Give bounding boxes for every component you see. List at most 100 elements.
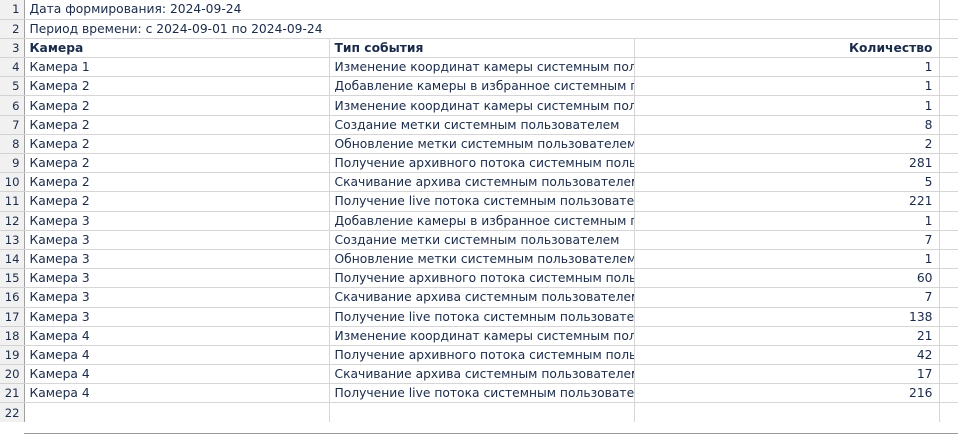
row-number-22[interactable]: 22 [0,402,25,423]
cell-event-type[interactable]: Добавление камеры в избранное системным … [329,76,635,97]
row-number-15[interactable]: 15 [0,268,25,289]
cell-count[interactable]: 17 [634,364,940,385]
trailing-cell[interactable] [939,115,958,135]
trailing-cell[interactable] [939,230,958,250]
trailing-cell[interactable] [939,249,958,270]
table-row[interactable]: 17 Камера 3 Получение live потока систем… [0,307,958,327]
cell-event-type[interactable]: Получение архивного потока системным пол… [329,153,635,174]
cell-event-type[interactable]: Изменение координат камеры системным пол… [329,57,635,78]
cell-camera[interactable]: Камера 2 [24,76,330,97]
cell-event-type[interactable]: Получение live потока системным пользова… [329,307,635,327]
cell-count[interactable]: 2 [634,134,940,155]
cell-count[interactable]: 7 [634,230,940,250]
table-row[interactable]: 7 Камера 2 Создание метки системным поль… [0,115,958,135]
trailing-cell[interactable] [939,307,958,327]
trailing-cell[interactable] [939,326,958,346]
cell-count[interactable]: 8 [634,115,940,135]
report-date-cell[interactable]: Дата формирования: 2024-09-24 [24,0,940,20]
cell-event-type[interactable] [329,402,635,423]
cell-count[interactable]: 1 [634,211,940,231]
table-row[interactable]: 18 Камера 4 Изменение координат камеры с… [0,326,958,346]
row-number-1[interactable]: 1 [0,0,25,20]
cell-camera[interactable]: Камера 2 [24,191,330,212]
trailing-cell[interactable] [939,364,958,385]
cell-count[interactable]: 216 [634,383,940,404]
row-number-13[interactable]: 13 [0,230,25,250]
table-row[interactable]: 13 Камера 3 Создание метки системным пол… [0,230,958,250]
table-row[interactable]: 8 Камера 2 Обновление метки системным по… [0,134,958,155]
cell-count[interactable]: 7 [634,287,940,308]
trailing-cell[interactable] [939,57,958,78]
cell-count[interactable]: 1 [634,76,940,97]
cell-camera[interactable]: Камера 2 [24,153,330,174]
cell-event-type[interactable]: Скачивание архива системным пользователе… [329,172,635,193]
row-number-12[interactable]: 12 [0,211,25,231]
table-row[interactable]: 21 Камера 4 Получение live потока систем… [0,383,958,404]
sheet-row-1[interactable]: 1 Дата формирования: 2024-09-24 [0,0,958,20]
cell-camera[interactable]: Камера 2 [24,134,330,155]
trailing-cell[interactable] [939,76,958,97]
row-number-18[interactable]: 18 [0,326,25,346]
table-row[interactable]: 20 Камера 4 Скачивание архива системным … [0,364,958,385]
trailing-cell[interactable] [939,211,958,231]
column-header-event-type[interactable]: Тип события [329,38,635,59]
table-row-empty[interactable]: 22 [0,402,958,423]
row-number-5[interactable]: 5 [0,76,25,97]
cell-camera[interactable] [24,402,330,423]
row-number-4[interactable]: 4 [0,57,25,78]
cell-count[interactable]: 1 [634,57,940,78]
row-number-3[interactable]: 3 [0,38,25,59]
cell-count[interactable]: 1 [634,95,940,116]
row-number-16[interactable]: 16 [0,287,25,308]
row-number-17[interactable]: 17 [0,307,25,327]
cell-event-type[interactable]: Добавление камеры в избранное системным … [329,211,635,231]
trailing-cell[interactable] [939,287,958,308]
row-number-9[interactable]: 9 [0,153,25,174]
cell-camera[interactable]: Камера 3 [24,287,330,308]
cell-camera[interactable]: Камера 4 [24,326,330,346]
cell-camera[interactable]: Камера 1 [24,57,330,78]
trailing-cell[interactable] [939,172,958,193]
trailing-cell-row-1[interactable] [939,0,958,20]
cell-camera[interactable]: Камера 4 [24,364,330,385]
trailing-cell[interactable] [939,268,958,289]
cell-event-type[interactable]: Получение архивного потока системным пол… [329,268,635,289]
table-row[interactable]: 14 Камера 3 Обновление метки системным п… [0,249,958,270]
cell-count[interactable]: 1 [634,249,940,270]
cell-event-type[interactable]: Обновление метки системным пользователем [329,249,635,270]
cell-count[interactable]: 221 [634,191,940,212]
cell-camera[interactable]: Камера 3 [24,249,330,270]
row-number-6[interactable]: 6 [0,95,25,116]
cell-event-type[interactable]: Получение архивного потока системным пол… [329,345,635,366]
trailing-cell[interactable] [939,95,958,116]
table-row[interactable]: 6 Камера 2 Изменение координат камеры си… [0,95,958,116]
spreadsheet-grid[interactable]: 1 Дата формирования: 2024-09-24 2 Период… [0,0,958,423]
row-number-21[interactable]: 21 [0,383,25,404]
row-number-14[interactable]: 14 [0,249,25,270]
cell-event-type[interactable]: Изменение координат камеры системным пол… [329,326,635,346]
cell-camera[interactable]: Камера 3 [24,307,330,327]
table-row[interactable]: 15 Камера 3 Получение архивного потока с… [0,268,958,289]
cell-camera[interactable]: Камера 3 [24,211,330,231]
row-number-11[interactable]: 11 [0,191,25,212]
trailing-cell[interactable] [939,345,958,366]
cell-camera[interactable]: Камера 2 [24,172,330,193]
row-number-10[interactable]: 10 [0,172,25,193]
table-row[interactable]: 11 Камера 2 Получение live потока систем… [0,191,958,212]
report-period-cell[interactable]: Период времени: с 2024-09-01 по 2024-09-… [24,19,940,39]
cell-event-type[interactable]: Получение live потока системным пользова… [329,191,635,212]
trailing-cell[interactable] [939,403,958,422]
table-row[interactable]: 4 Камера 1 Изменение координат камеры си… [0,57,958,78]
table-row[interactable]: 9 Камера 2 Получение архивного потока си… [0,153,958,174]
cell-event-type[interactable]: Создание метки системным пользователем [329,115,635,135]
cell-camera[interactable]: Камера 2 [24,115,330,135]
cell-count[interactable]: 21 [634,326,940,346]
table-row[interactable]: 5 Камера 2 Добавление камеры в избранное… [0,76,958,97]
cell-count[interactable] [634,402,940,423]
cell-count[interactable]: 42 [634,345,940,366]
sheet-row-2[interactable]: 2 Период времени: с 2024-09-01 по 2024-0… [0,19,958,39]
column-header-camera[interactable]: Камера [24,38,330,59]
row-number-2[interactable]: 2 [0,19,25,39]
row-number-20[interactable]: 20 [0,364,25,385]
